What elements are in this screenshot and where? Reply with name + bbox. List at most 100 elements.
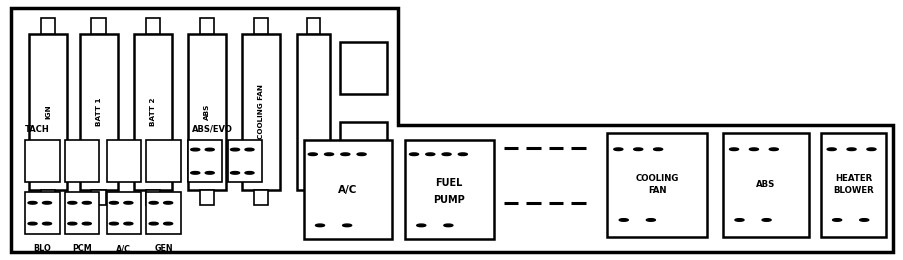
Bar [306,190,320,205]
Bar [91,18,106,34]
Bar [254,18,268,34]
Circle shape [68,222,77,225]
Bar [405,140,493,239]
Circle shape [28,222,37,225]
Circle shape [734,219,743,221]
Circle shape [245,172,254,174]
Circle shape [646,219,655,221]
Circle shape [245,148,254,151]
Bar [134,34,172,190]
Text: ABS: ABS [204,104,209,120]
Polygon shape [11,8,892,252]
Circle shape [633,148,642,151]
Bar [722,133,808,237]
Circle shape [653,148,662,151]
Circle shape [416,224,425,227]
Circle shape [163,222,172,225]
Bar [107,140,141,182]
Circle shape [82,202,91,204]
Circle shape [149,202,158,204]
Bar [91,190,106,205]
Text: BATT 2: BATT 2 [150,98,155,126]
Bar [29,34,67,190]
Bar [254,190,268,205]
Circle shape [205,172,214,174]
Circle shape [619,219,628,221]
Circle shape [124,222,133,225]
Bar [340,122,386,174]
Circle shape [859,219,868,221]
Text: COOLING FAN: COOLING FAN [258,84,264,139]
Bar [107,192,141,234]
Text: FUEL: FUEL [435,178,462,188]
Circle shape [82,222,91,225]
Text: ABS: ABS [756,180,775,189]
Text: GEN: GEN [154,244,172,254]
Bar [340,42,386,94]
Circle shape [442,153,451,155]
Bar [820,133,885,237]
Circle shape [340,153,349,155]
Text: ABS/EVO: ABS/EVO [191,125,232,134]
Circle shape [342,224,351,227]
Text: A/C: A/C [338,185,358,195]
Bar [296,34,330,190]
Circle shape [846,148,855,151]
Circle shape [826,148,835,151]
Bar [200,18,214,34]
Bar [228,140,262,182]
Circle shape [613,148,622,151]
Text: BLO: BLO [33,244,51,254]
Circle shape [109,202,118,204]
Circle shape [124,202,133,204]
Circle shape [458,153,467,155]
Circle shape [230,148,239,151]
Bar [25,192,60,234]
Circle shape [409,153,418,155]
Circle shape [832,219,841,221]
Circle shape [230,172,239,174]
Text: HEATER
BLOWER: HEATER BLOWER [832,174,873,195]
Bar [65,192,99,234]
Bar [146,192,181,234]
Circle shape [109,222,118,225]
Bar [200,190,214,205]
Bar [41,18,55,34]
Circle shape [308,153,317,155]
Circle shape [324,153,333,155]
Circle shape [357,153,366,155]
Circle shape [68,202,77,204]
Circle shape [729,148,738,151]
Circle shape [28,202,37,204]
Circle shape [761,219,770,221]
Circle shape [163,202,172,204]
Circle shape [205,148,214,151]
Bar [242,34,280,190]
Text: IGN: IGN [45,105,51,119]
Bar [146,140,181,182]
Bar [25,140,60,182]
Circle shape [315,224,324,227]
Bar [607,133,706,237]
Text: PUMP: PUMP [433,195,465,205]
Circle shape [866,148,875,151]
Bar [303,140,392,239]
Bar [306,18,320,34]
Circle shape [443,224,452,227]
Circle shape [42,202,51,204]
Text: BATT 1: BATT 1 [96,98,101,126]
Bar [145,190,160,205]
Text: TACH: TACH [25,125,50,134]
Bar [41,190,55,205]
Bar [188,34,226,190]
Text: PCM: PCM [72,244,92,254]
Circle shape [749,148,758,151]
Circle shape [191,148,200,151]
Circle shape [425,153,434,155]
Bar [79,34,117,190]
Circle shape [191,172,200,174]
Text: COOLING
FAN: COOLING FAN [635,174,678,195]
Bar [188,140,222,182]
Circle shape [768,148,777,151]
Bar [145,18,160,34]
